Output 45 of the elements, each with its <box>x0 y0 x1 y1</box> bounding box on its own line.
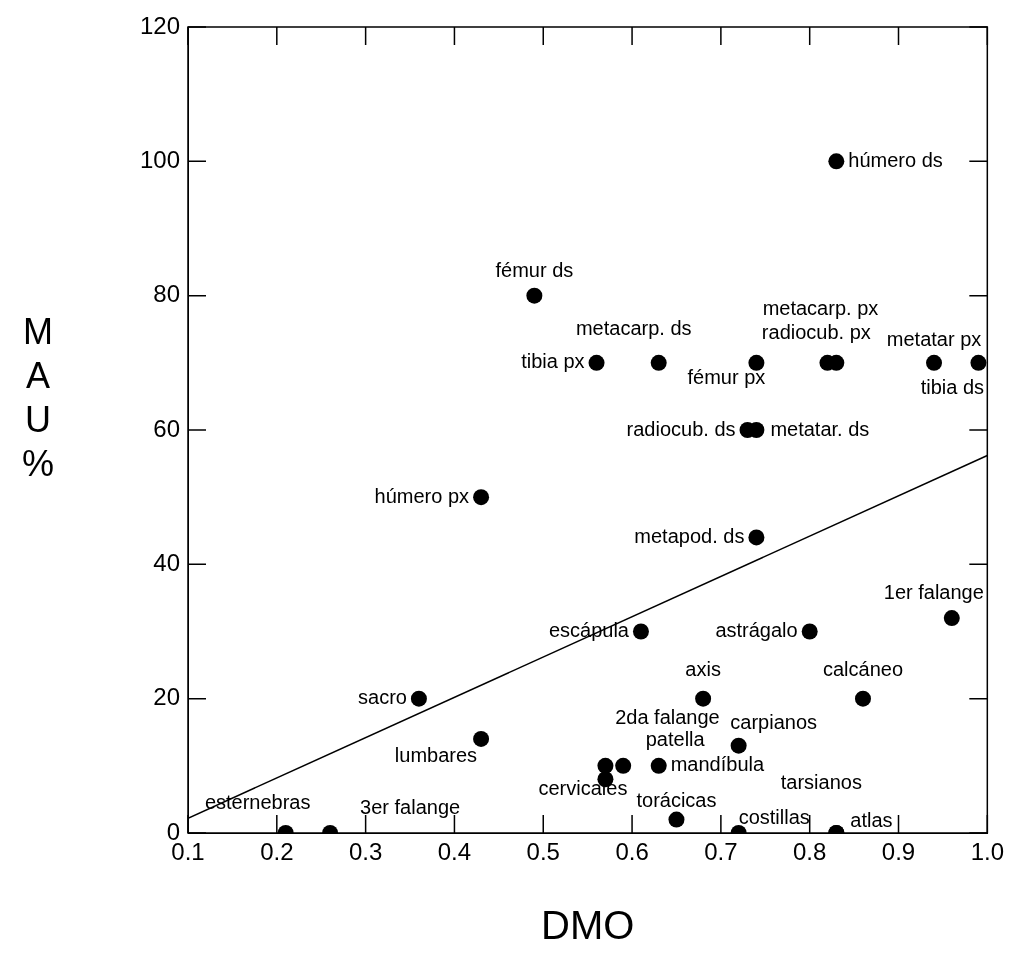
x-tick-label: 0.3 <box>348 838 383 866</box>
x-tick-label: 0.2 <box>260 838 294 866</box>
x-tick-label: 0.4 <box>437 838 472 866</box>
annotation: 1er falange <box>883 580 984 603</box>
annotation: patella <box>645 728 706 751</box>
annotation: radiocub. ds <box>626 417 736 440</box>
annotation: axis <box>685 658 721 681</box>
y-tick-label: 120 <box>139 11 180 39</box>
y-tick-label: 40 <box>153 548 180 576</box>
y-axis-title: MAU% <box>21 310 55 484</box>
annotation: tibia ds <box>920 376 985 399</box>
annotation: tibia px <box>521 350 585 373</box>
annotation: tarsianos <box>780 770 862 793</box>
annotation: lumbares <box>394 744 478 767</box>
annotation: húmero px <box>374 484 470 507</box>
annotation: metatar. ds <box>770 417 870 440</box>
annotation: húmero ds <box>848 148 943 171</box>
annotation: carpianos <box>730 711 817 734</box>
x-tick-label: 0.7 <box>704 838 738 866</box>
annotation: calcáneo <box>822 658 904 681</box>
x-tick-label: 0.6 <box>615 838 649 866</box>
y-tick-label: 80 <box>153 280 180 308</box>
annotation: costillas <box>738 805 810 828</box>
annotation: atlas <box>850 808 893 831</box>
x-tick-label: 0.5 <box>526 838 560 866</box>
x-tick-label: 0.9 <box>881 838 916 866</box>
x-tick-label: 1.0 <box>970 838 1005 866</box>
annotation: radiocub. px <box>761 321 871 344</box>
annotation: metatar px <box>886 328 982 351</box>
annotation: mandíbula <box>670 753 765 776</box>
annotation: fémur px <box>687 366 766 389</box>
y-tick-label: 20 <box>153 683 180 711</box>
annotation: fémur ds <box>495 259 574 282</box>
x-axis-title: DMO <box>541 903 635 948</box>
annotation: torácicas <box>636 789 717 812</box>
x-tick-label: 0.8 <box>793 838 827 866</box>
annotation: sacro <box>358 686 407 709</box>
annotation: metacarp. ds <box>575 317 692 340</box>
annotation: astrágalo <box>715 619 798 642</box>
annotation: 2da falange <box>615 706 720 729</box>
annotation: 3er falange <box>360 795 461 818</box>
y-tick-label: 60 <box>153 414 180 442</box>
annotation: metacarp. px <box>762 297 879 320</box>
annotation: metapod. ds <box>634 524 745 547</box>
y-tick-label: 100 <box>139 145 180 173</box>
